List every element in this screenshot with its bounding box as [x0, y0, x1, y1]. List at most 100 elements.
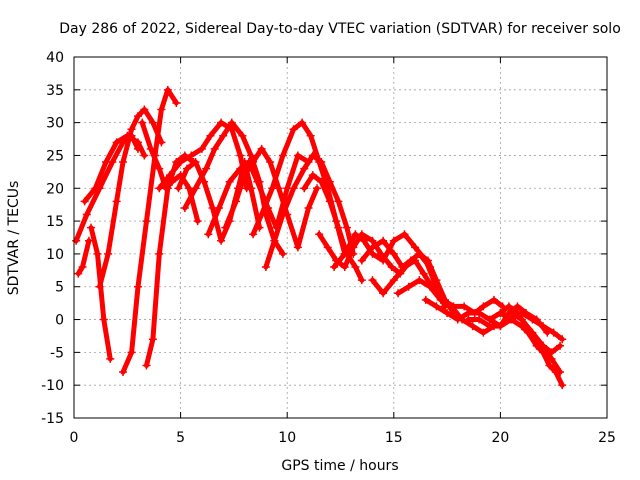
data-point [436, 295, 445, 304]
data-point [78, 263, 87, 272]
y-tick-label: 35 [46, 83, 64, 99]
series-arc-06 [119, 85, 181, 377]
x-axis-title: GPS time / hours [281, 458, 398, 474]
data-point [249, 230, 258, 239]
data-point [142, 361, 151, 370]
data-point [202, 164, 211, 173]
data-point [119, 158, 128, 167]
data-point [165, 171, 174, 180]
data-point [379, 289, 388, 298]
data-point [119, 368, 128, 377]
data-point [415, 276, 424, 285]
chart-title: Day 286 of 2022, Sidereal Day-to-day VTE… [59, 21, 621, 37]
y-tick-label: 10 [46, 247, 64, 263]
data-point [84, 236, 93, 245]
data-point [197, 144, 206, 153]
data-point [278, 151, 287, 160]
data-point [191, 184, 200, 193]
data-point [340, 249, 349, 258]
data-point [278, 249, 287, 258]
y-axis-title: SDTVAR / TECUs [6, 181, 22, 296]
data-point [133, 138, 142, 147]
y-tick-labels: -15 -10 -5 0 5 10 15 20 25 30 35 40 [41, 50, 64, 427]
data-point [357, 276, 366, 285]
series-line [156, 120, 250, 191]
data-point [558, 381, 567, 390]
data-point [146, 144, 155, 153]
data-point [423, 256, 432, 265]
data-point [556, 341, 565, 350]
data-point [155, 184, 164, 193]
data-point [539, 322, 548, 331]
data-point [176, 158, 185, 167]
data-point [453, 315, 462, 324]
grid-lines [74, 57, 607, 418]
data-point [182, 164, 191, 173]
data-point [140, 151, 149, 160]
data-point [325, 177, 334, 186]
data-point [308, 171, 317, 180]
data-point [556, 368, 565, 377]
data-point [504, 302, 513, 311]
y-tick-label: 25 [46, 148, 64, 164]
data-point [357, 256, 366, 265]
data-point [479, 328, 488, 337]
data-point [155, 249, 164, 258]
series-line [395, 277, 497, 336]
data-point [539, 341, 548, 350]
x-tick-label: 25 [598, 430, 616, 446]
data-point [180, 203, 189, 212]
data-point [419, 269, 428, 278]
data-point [387, 263, 396, 272]
data-point [74, 269, 83, 278]
data-point [460, 302, 469, 311]
data-point [468, 322, 477, 331]
data-point [236, 164, 245, 173]
data-point [157, 105, 166, 114]
data-point [389, 249, 398, 258]
data-point [72, 236, 81, 245]
data-point [106, 354, 115, 363]
data-point [187, 151, 196, 160]
data-point [400, 263, 409, 272]
data-point [227, 118, 236, 127]
data-point [298, 118, 307, 127]
y-tick-label: 20 [46, 181, 64, 197]
data-point [394, 289, 403, 298]
x-tick-labels: 0 5 10 15 20 25 [70, 430, 616, 446]
data-point [168, 177, 177, 186]
data-point [432, 276, 441, 285]
y-tick-label: 15 [46, 214, 64, 230]
data-point [219, 131, 228, 140]
data-point [289, 125, 298, 134]
data-point [204, 230, 213, 239]
data-point [306, 131, 315, 140]
series-arc-01 [72, 131, 142, 245]
series-arc-13 [221, 144, 322, 252]
data-point [214, 203, 223, 212]
data-point [490, 295, 499, 304]
data-point [101, 158, 110, 167]
data-point [148, 118, 157, 127]
data-point [93, 249, 102, 258]
data-point [308, 151, 317, 160]
data-point [95, 282, 104, 291]
plot-frame [73, 56, 608, 419]
data-point [99, 315, 108, 324]
data-point [236, 151, 245, 160]
data-point [421, 295, 430, 304]
data-point [334, 197, 343, 206]
data-point [334, 223, 343, 232]
data-point [464, 315, 473, 324]
data-point [240, 171, 249, 180]
data-point [293, 151, 302, 160]
data-point [148, 335, 157, 344]
data-point [475, 315, 484, 324]
data-point [221, 223, 230, 232]
data-point [547, 354, 556, 363]
data-point [217, 118, 226, 127]
x-tick-label: 15 [385, 430, 403, 446]
data-point [191, 158, 200, 167]
data-point [549, 328, 558, 337]
data-point [426, 282, 435, 291]
